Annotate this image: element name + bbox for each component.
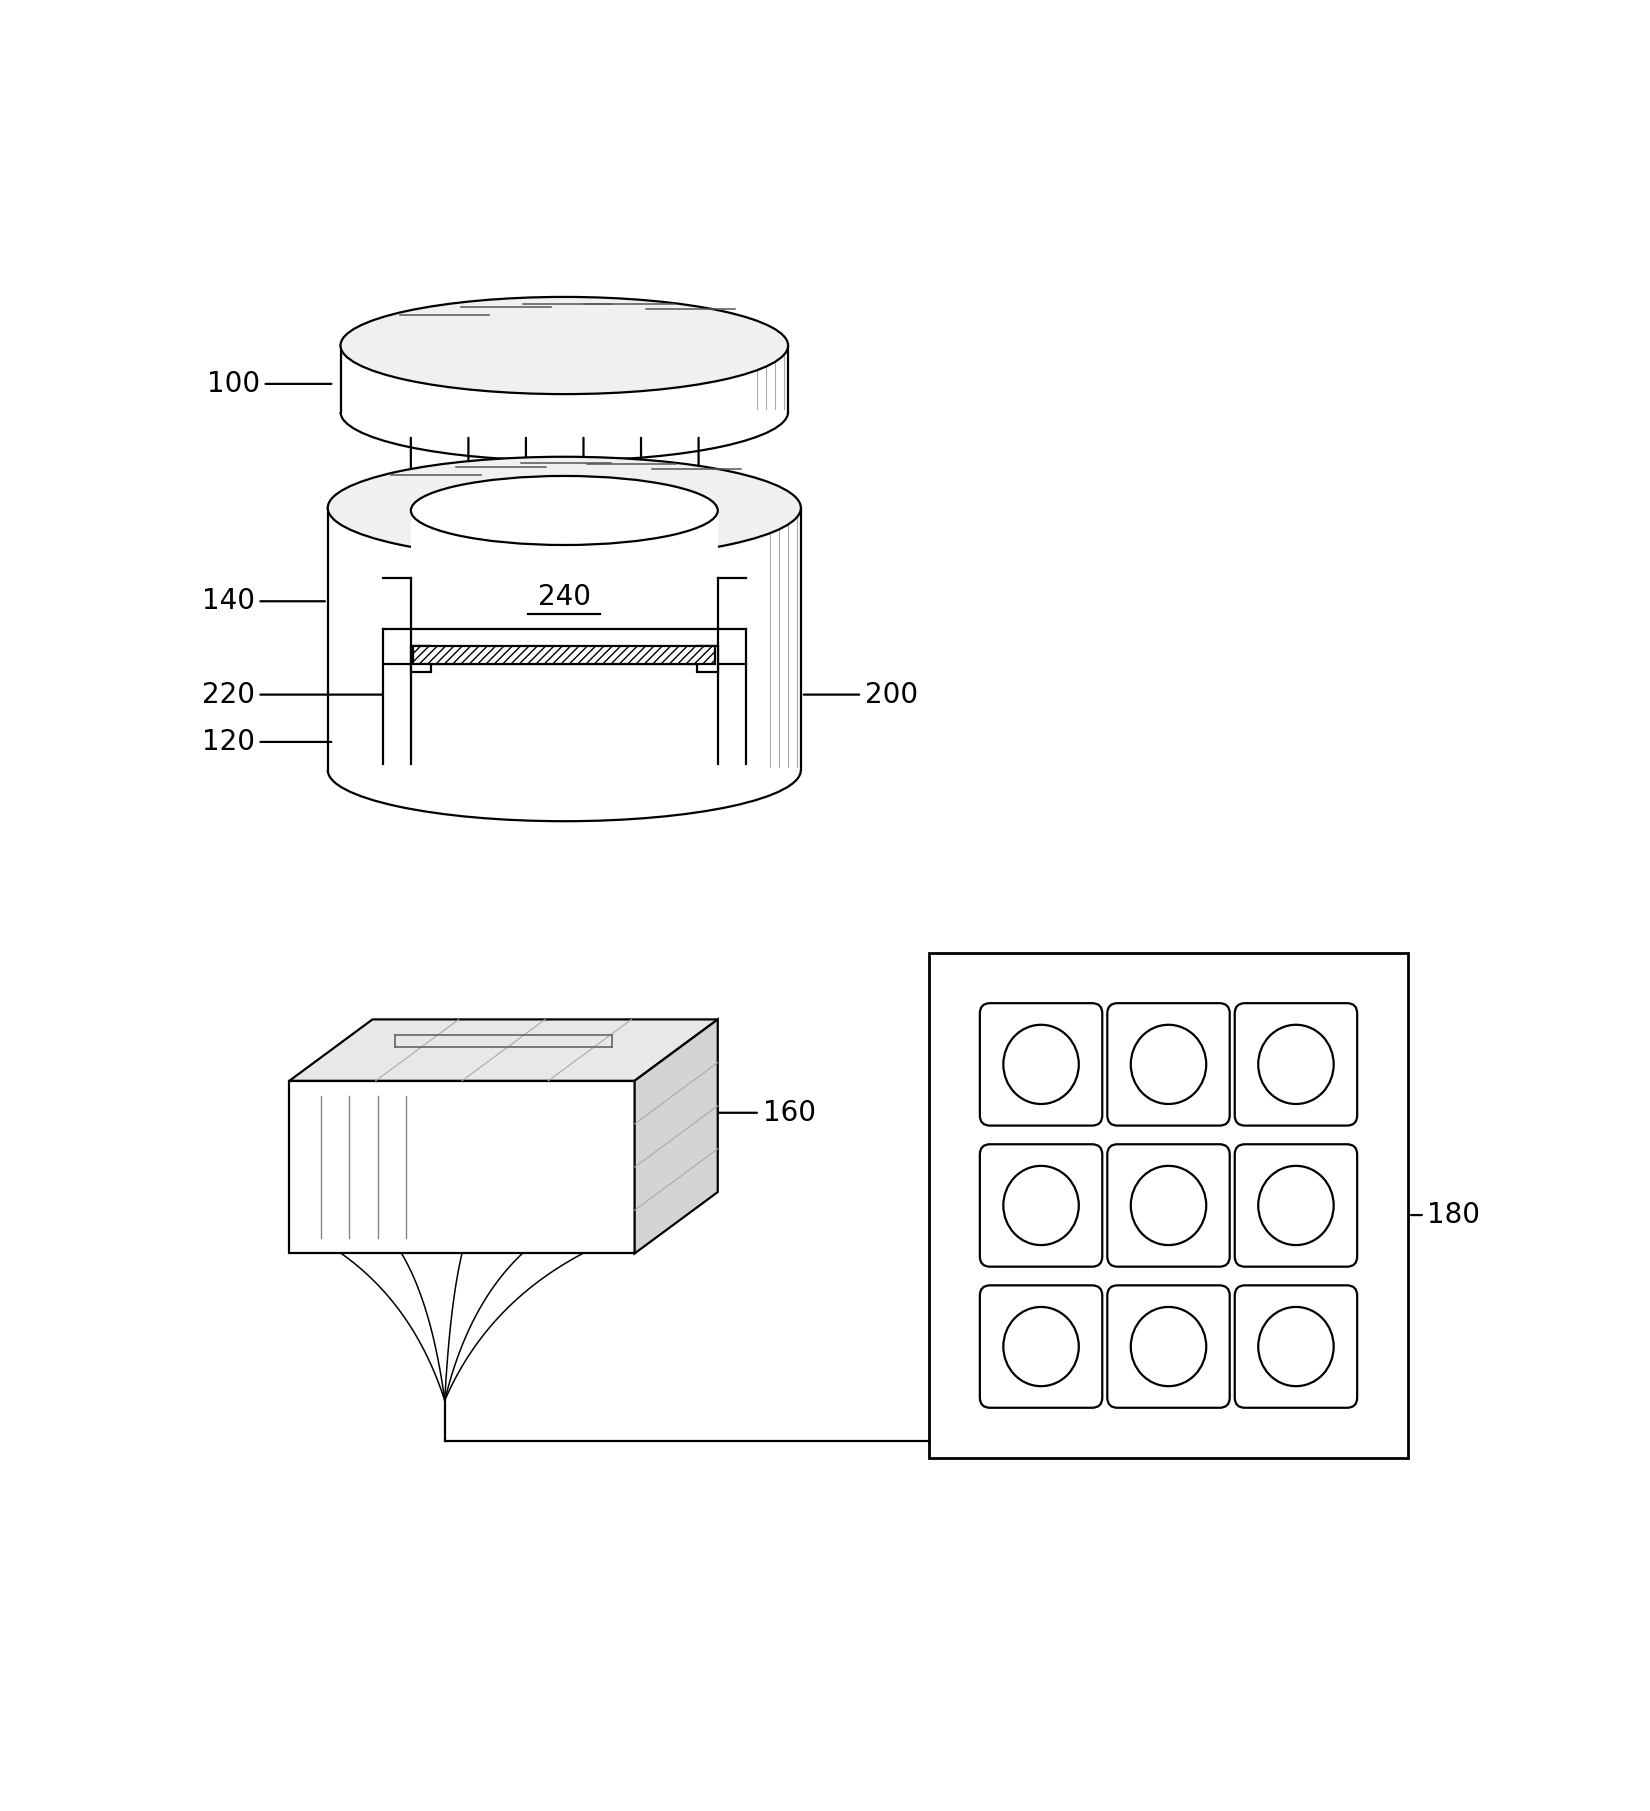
Bar [698, 647, 718, 672]
Ellipse shape [411, 476, 718, 545]
Text: 240: 240 [538, 583, 591, 612]
FancyBboxPatch shape [980, 1145, 1102, 1266]
Ellipse shape [1259, 1025, 1333, 1105]
FancyBboxPatch shape [1234, 1003, 1358, 1126]
Ellipse shape [1130, 1308, 1206, 1385]
Ellipse shape [1003, 1308, 1079, 1385]
Text: 180: 180 [1411, 1201, 1480, 1230]
Bar [414, 647, 714, 665]
FancyBboxPatch shape [980, 1286, 1102, 1407]
Polygon shape [289, 1081, 635, 1253]
FancyBboxPatch shape [1107, 1286, 1229, 1407]
Polygon shape [328, 507, 800, 770]
Text: 100: 100 [206, 369, 332, 398]
Text: 140: 140 [201, 587, 325, 616]
FancyBboxPatch shape [1234, 1145, 1358, 1266]
Text: 200: 200 [804, 681, 917, 708]
Bar [411, 647, 431, 672]
Polygon shape [289, 1020, 718, 1081]
FancyBboxPatch shape [980, 1003, 1102, 1126]
Ellipse shape [1130, 1025, 1206, 1105]
Text: 120: 120 [201, 728, 332, 755]
Text: 160: 160 [708, 1099, 815, 1126]
FancyBboxPatch shape [1107, 1003, 1229, 1126]
Ellipse shape [340, 297, 789, 395]
Ellipse shape [1130, 1166, 1206, 1246]
Polygon shape [411, 511, 718, 757]
Polygon shape [635, 1020, 718, 1253]
Text: 220: 220 [201, 681, 383, 708]
Ellipse shape [1259, 1166, 1333, 1246]
FancyBboxPatch shape [1107, 1145, 1229, 1266]
Bar [929, 953, 1409, 1458]
Ellipse shape [328, 456, 800, 560]
Ellipse shape [1259, 1308, 1333, 1385]
Ellipse shape [1003, 1025, 1079, 1105]
Ellipse shape [1003, 1166, 1079, 1246]
FancyBboxPatch shape [1234, 1286, 1358, 1407]
Polygon shape [340, 346, 789, 413]
